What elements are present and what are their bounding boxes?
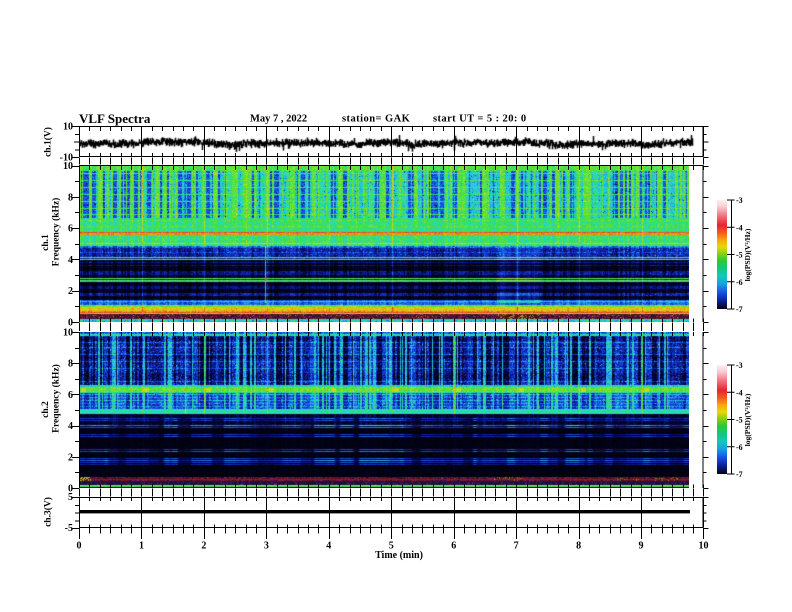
- svg-text:6: 6: [451, 541, 456, 552]
- svg-text:VLF Spectra: VLF Spectra: [79, 111, 151, 126]
- svg-text:5: 5: [68, 492, 73, 503]
- svg-text:ch.2: ch.2: [41, 401, 51, 418]
- svg-text:2: 2: [68, 452, 73, 463]
- svg-text:start UT = 5 : 20: 0: start UT = 5 : 20: 0: [433, 114, 527, 125]
- svg-text:4: 4: [68, 255, 73, 266]
- svg-text:log(PSD)(V²/Hz): log(PSD)(V²/Hz): [743, 228, 752, 281]
- svg-text:Frequency (kHz): Frequency (kHz): [51, 198, 62, 267]
- svg-text:-6: -6: [736, 443, 743, 452]
- svg-text:8: 8: [68, 359, 73, 370]
- svg-text:4: 4: [326, 541, 331, 552]
- svg-text:2: 2: [201, 541, 206, 552]
- svg-text:6: 6: [68, 224, 73, 235]
- svg-text:May 7 , 2022: May 7 , 2022: [250, 114, 307, 125]
- svg-text:ch.1: ch.1: [41, 234, 51, 251]
- svg-text:6: 6: [68, 390, 73, 401]
- svg-text:1: 1: [139, 541, 144, 552]
- svg-text:-4: -4: [736, 388, 743, 397]
- svg-text:4: 4: [68, 421, 73, 432]
- svg-text:ch.3(V): ch.3(V): [43, 497, 54, 527]
- svg-text:ch.1(V): ch.1(V): [43, 127, 54, 157]
- svg-text:8: 8: [576, 541, 581, 552]
- svg-text:-7: -7: [736, 470, 743, 479]
- svg-text:10: 10: [63, 328, 73, 339]
- svg-text:-5: -5: [65, 523, 73, 534]
- svg-text:-3: -3: [736, 361, 743, 370]
- svg-text:0: 0: [68, 484, 73, 495]
- svg-text:3: 3: [264, 541, 269, 552]
- svg-text:0: 0: [68, 318, 73, 329]
- svg-text:log(PSD)(V²/Hz): log(PSD)(V²/Hz): [743, 393, 752, 446]
- svg-text:7: 7: [514, 541, 519, 552]
- svg-text:2: 2: [68, 286, 73, 297]
- svg-text:-10: -10: [60, 153, 73, 164]
- svg-text:10: 10: [699, 541, 709, 552]
- svg-text:10: 10: [63, 161, 73, 172]
- svg-text:Frequency (kHz): Frequency (kHz): [51, 364, 62, 433]
- svg-text:8: 8: [68, 192, 73, 203]
- svg-text:-3: -3: [736, 196, 743, 205]
- svg-text:Time (min): Time (min): [375, 550, 423, 561]
- svg-text:0: 0: [77, 541, 82, 552]
- svg-text:station= GAK: station= GAK: [342, 114, 411, 125]
- svg-text:-5: -5: [736, 251, 743, 260]
- svg-text:-4: -4: [736, 223, 743, 232]
- svg-text:5: 5: [389, 541, 394, 552]
- svg-text:-5: -5: [736, 416, 743, 425]
- svg-text:9: 9: [639, 541, 644, 552]
- svg-text:10: 10: [63, 122, 73, 133]
- svg-text:-6: -6: [736, 278, 743, 287]
- svg-text:-7: -7: [736, 305, 743, 314]
